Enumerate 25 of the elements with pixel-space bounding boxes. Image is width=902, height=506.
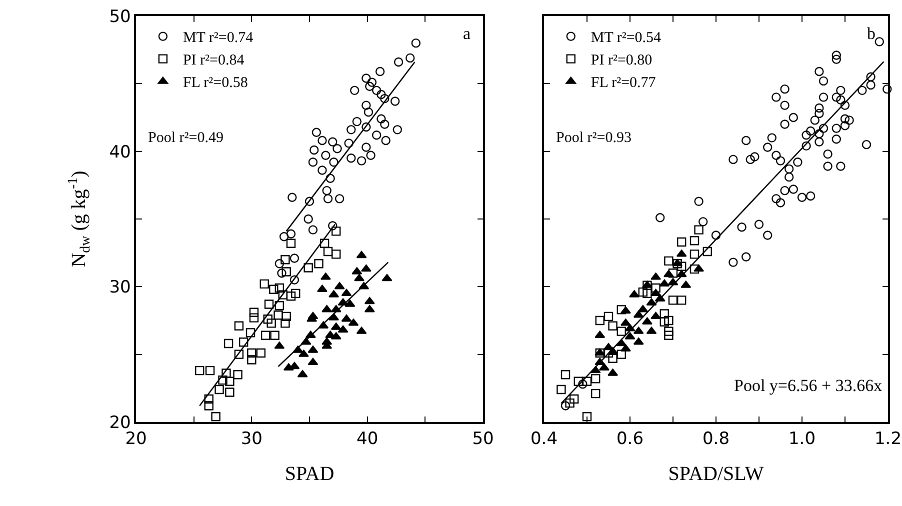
annotation: Pool r²=0.49: [148, 130, 224, 146]
legend-label: PI r²=0.80: [590, 52, 652, 69]
legend-label: FL r²=0.77: [590, 75, 656, 92]
legend-label: MT r²=0.54: [590, 30, 662, 46]
x-tick-label: 50: [472, 429, 494, 450]
annotation: Pool r²=0.93: [556, 130, 632, 146]
x-tick-label: 30: [240, 429, 262, 450]
y-tick-label: 30: [109, 278, 131, 298]
x-tick-label: 0.4: [530, 429, 558, 450]
y-tick-label: 50: [109, 6, 131, 27]
x-tick-label: 0.6: [616, 429, 644, 450]
legend-label: MT r²=0.74: [182, 30, 254, 46]
x-tick-label: 40: [356, 429, 378, 450]
x-tick-label: 20: [125, 429, 147, 450]
y-tick-label: 40: [109, 142, 131, 162]
x-tick-label: 0.8: [702, 429, 730, 450]
x-axis-title: SPAD: [284, 463, 334, 486]
x-tick-label: 1.0: [788, 429, 816, 450]
annotation: a: [463, 24, 471, 43]
annotation: Pool y=6.56 + 33.66x: [734, 376, 883, 395]
legend-label: PI r²=0.84: [182, 52, 245, 69]
x-tick-label: 1.2: [874, 429, 902, 450]
legend-label: FL r²=0.58: [182, 75, 248, 92]
x-axis-title: SPAD/SLW: [668, 463, 764, 486]
annotation: b: [867, 24, 876, 43]
